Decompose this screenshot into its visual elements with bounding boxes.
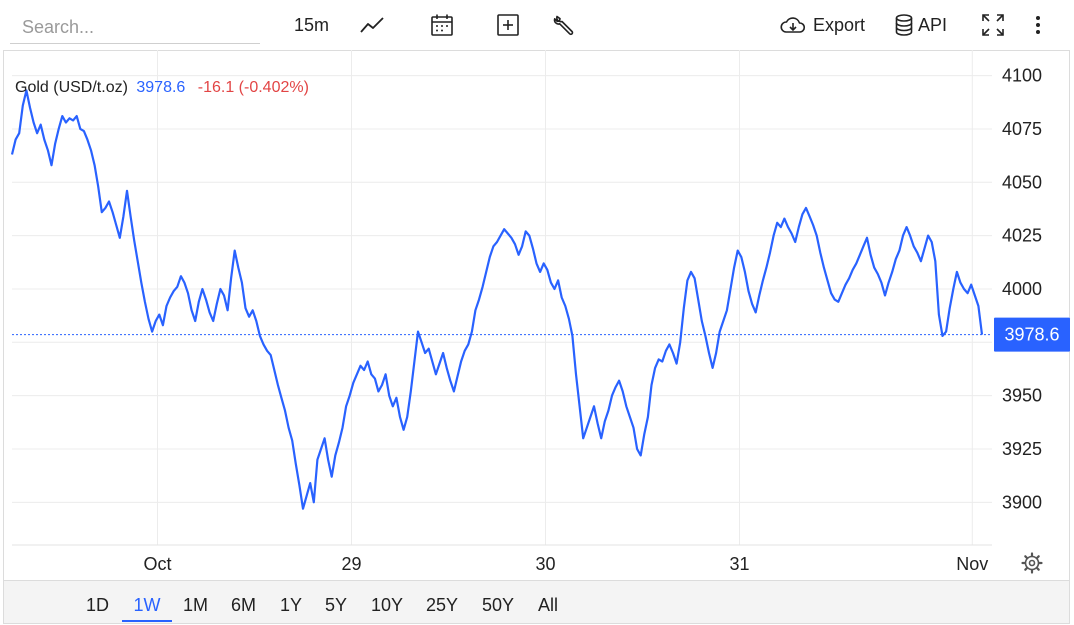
interval-selector[interactable]: 15m xyxy=(294,10,329,40)
legend-change: -16.1 (-0.402%) xyxy=(197,79,309,96)
toolbar: 15m xyxy=(0,0,1074,50)
api-button[interactable]: API xyxy=(894,10,947,40)
chart-settings-button[interactable] xyxy=(1021,552,1043,574)
last-price-badge-bg xyxy=(994,317,1070,352)
x-tick-label: 29 xyxy=(341,554,361,574)
search-input[interactable] xyxy=(10,12,260,44)
export-label: Export xyxy=(813,14,866,35)
calendar-icon xyxy=(430,13,454,37)
chart-legend: Gold (USD/t.oz) 3978.6 -16.1 (-0.402%) xyxy=(15,79,309,97)
y-tick-label: 4025 xyxy=(1002,226,1042,246)
y-tick-label: 4100 xyxy=(1002,66,1042,86)
api-label: API xyxy=(918,14,948,35)
add-indicator-button[interactable] xyxy=(496,10,520,40)
x-tick-label: Oct xyxy=(143,554,171,574)
settings-tool-button[interactable] xyxy=(553,10,577,40)
range-1w[interactable]: 1W xyxy=(122,595,172,622)
grid-lines xyxy=(12,50,992,546)
last-price-badge: 3978.6 xyxy=(994,317,1070,352)
more-vertical-icon xyxy=(1030,13,1046,37)
date-range-button[interactable] xyxy=(430,10,454,40)
y-tick-label: 4000 xyxy=(1002,279,1042,299)
y-tick-label: 3900 xyxy=(1002,492,1042,512)
range-50y[interactable]: 50Y xyxy=(482,595,515,615)
chart-frame xyxy=(3,50,1070,580)
chart-type-button[interactable] xyxy=(359,10,385,40)
plus-square-icon xyxy=(496,13,520,37)
y-tick-label: 4075 xyxy=(1002,119,1042,139)
cloud-download-icon xyxy=(779,14,807,36)
range-6m[interactable]: 6M xyxy=(231,595,257,615)
y-tick-label: 4050 xyxy=(1002,172,1042,192)
x-tick-label: 31 xyxy=(729,554,749,574)
export-button[interactable]: Export xyxy=(779,10,865,40)
expand-icon xyxy=(981,13,1005,37)
x-axis-ticks: Oct 29 30 31 Nov xyxy=(143,554,988,574)
range-selector: 1D 1W 1M 6M 1Y 5Y 10Y 25Y 50Y All xyxy=(3,580,1070,624)
range-1d[interactable]: 1D xyxy=(86,595,110,615)
x-tick-label: Nov xyxy=(956,554,988,574)
x-tick-label: 30 xyxy=(535,554,555,574)
fullscreen-button[interactable] xyxy=(981,10,1005,40)
wrench-icon xyxy=(553,13,577,37)
y-tick-label: 3925 xyxy=(1002,439,1042,459)
series-line-gold xyxy=(10,89,984,510)
range-5y[interactable]: 5Y xyxy=(325,595,348,615)
y-axis-ticks: 3900 3925 3950 4000 4025 4050 4075 4100 xyxy=(1002,66,1042,513)
last-price-badge-text: 3978.6 xyxy=(1004,325,1059,345)
legend-instrument-name: Gold (USD/t.oz) xyxy=(15,79,128,96)
interval-label: 15m xyxy=(294,14,330,35)
more-options-button[interactable] xyxy=(1030,10,1046,40)
range-25y[interactable]: 25Y xyxy=(426,595,459,615)
range-1y[interactable]: 1Y xyxy=(280,595,303,615)
price-chart[interactable]: 3900 3925 3950 4000 4025 4050 4075 4100 Oct 29 30… xyxy=(0,0,1074,580)
y-tick-label: 3950 xyxy=(1002,386,1042,406)
range-10y[interactable]: 10Y xyxy=(371,595,404,615)
line-chart-icon xyxy=(359,14,385,36)
range-all[interactable]: All xyxy=(538,595,559,615)
database-icon xyxy=(894,13,914,37)
legend-price: 3978.6 xyxy=(136,79,186,96)
gear-icon xyxy=(1021,552,1043,574)
range-1m[interactable]: 1M xyxy=(183,595,209,615)
